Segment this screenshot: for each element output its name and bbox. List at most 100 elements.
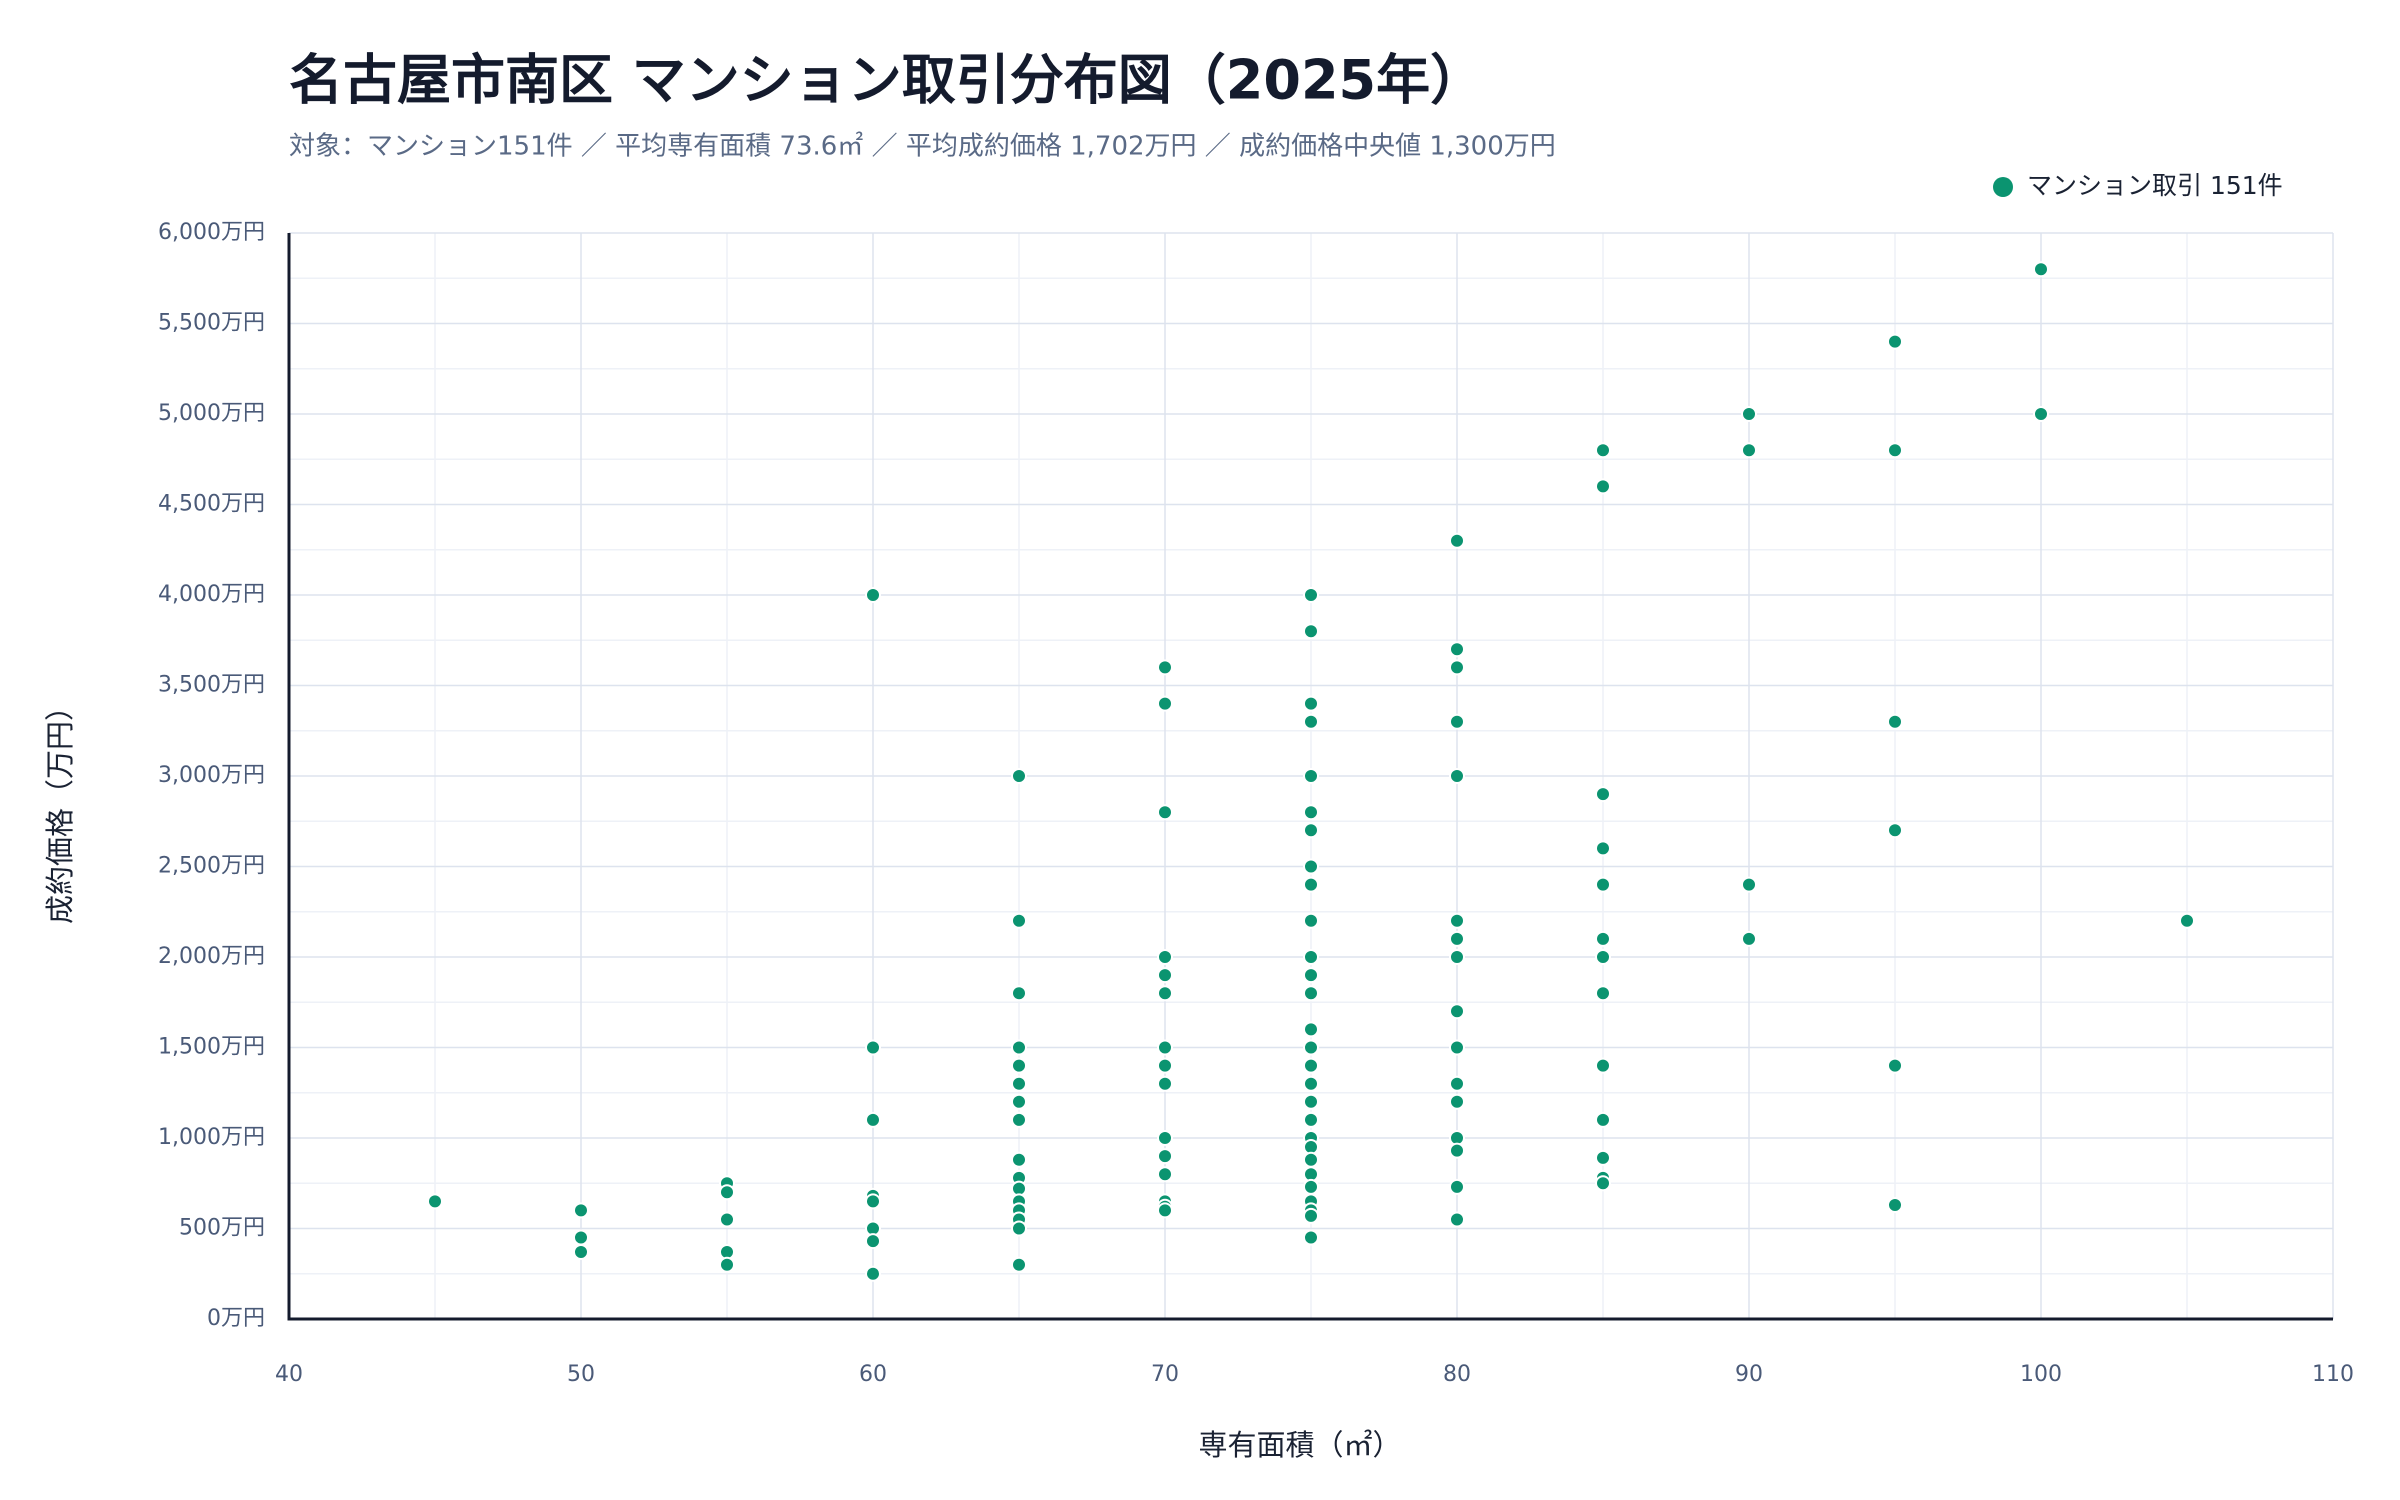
- scatter-point: [1303, 1111, 1319, 1128]
- scatter-point: [1887, 1196, 1903, 1213]
- scatter-point: [573, 1244, 589, 1261]
- scatter-point: [1449, 1075, 1465, 1092]
- scatter-point: [1887, 1057, 1903, 1074]
- scatter-point: [1011, 1256, 1027, 1273]
- scatter-point: [1449, 1211, 1465, 1228]
- y-tick-label: 1,000万円: [158, 1125, 265, 1150]
- x-axis-label: 専有面積（㎡）: [1198, 1428, 1401, 1462]
- scatter-point: [1011, 1057, 1027, 1074]
- scatter-point: [1303, 876, 1319, 893]
- scatter-point: [1303, 587, 1319, 603]
- chart-title: 名古屋市南区 マンション取引分布図（2025年）: [289, 49, 1484, 112]
- scatter-point: [2033, 406, 2049, 422]
- x-tick-label: 110: [2312, 1362, 2354, 1387]
- scatter-point: [719, 1211, 735, 1228]
- scatter-point: [427, 1193, 443, 1210]
- scatter-point: [1303, 858, 1319, 875]
- scatter-point: [865, 1193, 881, 1210]
- scatter-point: [1303, 1093, 1319, 1110]
- scatter-point: [1303, 804, 1319, 821]
- scatter-point: [1011, 912, 1027, 929]
- scatter-point: [1157, 1130, 1173, 1146]
- scatter-point: [1595, 1057, 1611, 1074]
- scatter-point: [1303, 1039, 1319, 1056]
- y-tick-label: 1,500万円: [158, 1035, 265, 1060]
- scatter-point: [1157, 804, 1173, 821]
- scatter-point: [1157, 695, 1173, 712]
- y-tick-label: 3,500万円: [158, 673, 265, 698]
- scatter-point: [865, 1111, 881, 1128]
- scatter-point: [1887, 442, 1903, 459]
- y-tick-label: 6,000万円: [158, 220, 265, 245]
- y-tick-label: 4,500万円: [158, 492, 265, 517]
- scatter-point: [1595, 478, 1611, 495]
- y-tick-label: 4,000万円: [158, 582, 265, 607]
- scatter-point: [1157, 1075, 1173, 1092]
- scatter-point: [1449, 659, 1465, 676]
- scatter-point: [1595, 786, 1611, 803]
- x-tick-label: 70: [1151, 1362, 1179, 1387]
- scatter-point: [1741, 442, 1757, 459]
- y-tick-label: 2,000万円: [158, 944, 265, 969]
- scatter-point: [1595, 949, 1611, 965]
- scatter-point: [1449, 1039, 1465, 1056]
- legend-marker: [1993, 177, 2013, 197]
- x-tick-label: 40: [275, 1362, 303, 1387]
- legend-label: マンション取引 151件: [2027, 171, 2283, 200]
- scatter-point: [1157, 949, 1173, 965]
- scatter-point: [2033, 261, 2049, 278]
- scatter-point: [865, 587, 881, 603]
- scatter-point: [1449, 1142, 1465, 1159]
- y-tick-label: 3,000万円: [158, 763, 265, 788]
- scatter-point: [573, 1229, 589, 1246]
- scatter-point: [1449, 1093, 1465, 1110]
- scatter-point: [1449, 930, 1465, 947]
- scatter-point: [1449, 949, 1465, 965]
- scatter-point: [1449, 1178, 1465, 1195]
- scatter-point: [865, 1233, 881, 1250]
- scatter-point: [1303, 713, 1319, 730]
- scatter-point: [1011, 1151, 1027, 1168]
- scatter-point: [719, 1184, 735, 1201]
- chart-subtitle: 対象：マンション151件 ／ 平均専有面積 73.6㎡ ／ 平均成約価格 1,7…: [289, 132, 1556, 162]
- scatter-point: [2179, 912, 2195, 929]
- scatter-point: [1011, 768, 1027, 784]
- scatter-point: [1011, 1111, 1027, 1128]
- scatter-point: [1741, 406, 1757, 422]
- y-tick-label: 2,500万円: [158, 854, 265, 879]
- y-tick-label: 500万円: [179, 1216, 265, 1241]
- scatter-point: [1157, 1166, 1173, 1183]
- scatter-point: [1157, 985, 1173, 1002]
- scatter-point: [1595, 930, 1611, 947]
- scatter-point: [1449, 532, 1465, 549]
- y-tick-label: 5,500万円: [158, 311, 265, 336]
- scatter-point: [1303, 1229, 1319, 1246]
- scatter-point: [1303, 1151, 1319, 1168]
- scatter-point: [1303, 768, 1319, 784]
- scatter-point: [1303, 912, 1319, 929]
- scatter-point: [1303, 949, 1319, 965]
- scatter-point: [1449, 713, 1465, 730]
- scatter-point: [1887, 713, 1903, 730]
- scatter-point: [1887, 822, 1903, 839]
- scatter-point: [1449, 641, 1465, 658]
- scatter-point: [865, 1265, 881, 1282]
- scatter-point: [1595, 840, 1611, 857]
- scatter-point: [1303, 985, 1319, 1002]
- scatter-point: [1011, 1093, 1027, 1110]
- scatter-point: [1595, 876, 1611, 893]
- scatter-point: [1303, 1178, 1319, 1195]
- scatter-point: [1157, 1057, 1173, 1074]
- scatter-point: [573, 1202, 589, 1219]
- scatter-point: [1595, 1175, 1611, 1192]
- scatter-point: [1595, 1111, 1611, 1128]
- scatter-point: [1011, 1039, 1027, 1056]
- scatter-point: [1303, 1207, 1319, 1224]
- scatter-point: [1011, 1075, 1027, 1092]
- scatter-point: [1595, 1149, 1611, 1166]
- x-tick-label: 80: [1443, 1362, 1471, 1387]
- scatter-point: [1595, 985, 1611, 1002]
- scatter-point: [1887, 333, 1903, 350]
